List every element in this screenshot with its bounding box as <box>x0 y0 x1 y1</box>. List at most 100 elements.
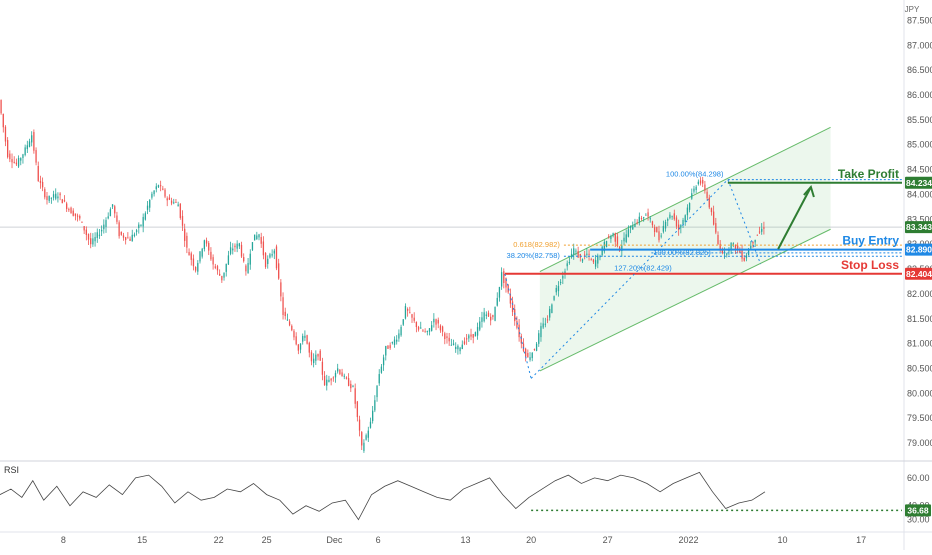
candle-body <box>317 354 319 357</box>
candle <box>350 380 352 393</box>
candle <box>203 239 206 252</box>
candle-body <box>476 327 479 336</box>
candle-body <box>758 231 761 233</box>
candle <box>59 192 61 201</box>
candle-body <box>658 231 660 241</box>
candle-body <box>664 221 667 229</box>
candle-body <box>79 216 81 219</box>
candle-body <box>251 242 254 250</box>
stop-loss-label: Stop Loss <box>841 258 899 272</box>
candle-body <box>455 346 457 350</box>
candle-body <box>465 338 468 340</box>
candle <box>28 138 31 148</box>
candle <box>20 157 22 166</box>
candle <box>402 319 404 326</box>
candle-body <box>586 253 588 255</box>
candle <box>730 242 732 254</box>
candle <box>50 197 53 204</box>
candle-body <box>747 249 750 256</box>
candle <box>24 144 26 157</box>
candle <box>761 223 763 235</box>
candle <box>240 241 243 258</box>
candle-body <box>719 243 721 250</box>
candle <box>238 242 240 250</box>
candle-body <box>225 263 227 272</box>
candle <box>315 350 317 366</box>
candle <box>83 225 85 235</box>
candle-body <box>697 181 699 185</box>
candle <box>9 150 11 163</box>
candle-body <box>179 203 181 218</box>
buy-entry-price-tag-text: 82.890 <box>906 245 932 255</box>
candle <box>260 232 262 248</box>
candle-body <box>297 344 300 351</box>
candle <box>229 241 232 256</box>
candle-body <box>422 330 424 332</box>
candle-body <box>131 234 133 242</box>
candle <box>68 207 70 212</box>
candle-body <box>594 260 597 267</box>
candle <box>221 275 223 283</box>
y-tick-label: 79.500 <box>907 413 932 423</box>
candle-body <box>752 241 754 244</box>
candle <box>632 221 634 230</box>
candle-body <box>286 319 289 321</box>
candle-body <box>63 200 66 202</box>
candle <box>479 317 481 332</box>
candle <box>159 180 162 192</box>
candle-body <box>546 319 549 321</box>
x-tick-label: 2022 <box>678 535 698 545</box>
candle <box>127 232 129 239</box>
candle <box>138 222 140 234</box>
candle <box>347 373 350 387</box>
candle <box>470 328 472 341</box>
candle <box>446 332 448 344</box>
candle <box>653 224 656 237</box>
candle-body <box>48 195 50 201</box>
candle-body <box>651 221 654 226</box>
candle <box>474 331 477 337</box>
candle <box>146 200 149 215</box>
candle <box>116 211 118 225</box>
candle <box>439 324 442 333</box>
candle-body <box>459 347 461 352</box>
candle-body <box>511 301 514 313</box>
candle-body <box>184 228 186 241</box>
candle-body <box>404 306 407 319</box>
candle-body <box>24 147 26 155</box>
candle <box>26 140 28 153</box>
candle-body <box>120 231 122 235</box>
candle <box>302 333 304 345</box>
candle-body <box>680 225 682 228</box>
candle-body <box>612 233 614 236</box>
candle <box>468 333 470 342</box>
candle <box>549 306 551 321</box>
candle <box>605 240 608 248</box>
candle-body <box>57 196 59 199</box>
candle-body <box>159 185 162 187</box>
candle <box>52 190 55 201</box>
candle <box>339 369 341 376</box>
candle-body <box>380 366 383 373</box>
candle-body <box>72 210 74 216</box>
candle-body <box>188 252 190 256</box>
candle <box>649 216 651 223</box>
candle <box>509 288 512 308</box>
candle-body <box>321 361 324 375</box>
candle-body <box>192 258 195 267</box>
candle-body <box>116 215 118 222</box>
candle <box>175 198 177 203</box>
candle <box>262 236 265 260</box>
candle-body <box>319 350 321 361</box>
candle-body <box>181 215 184 226</box>
candle-body <box>299 343 302 350</box>
candle-body <box>564 271 566 275</box>
candle <box>308 341 310 358</box>
candle-body <box>669 214 671 219</box>
candle <box>514 304 516 326</box>
candle <box>455 342 457 353</box>
candle-body <box>439 325 442 331</box>
candle <box>354 383 356 409</box>
